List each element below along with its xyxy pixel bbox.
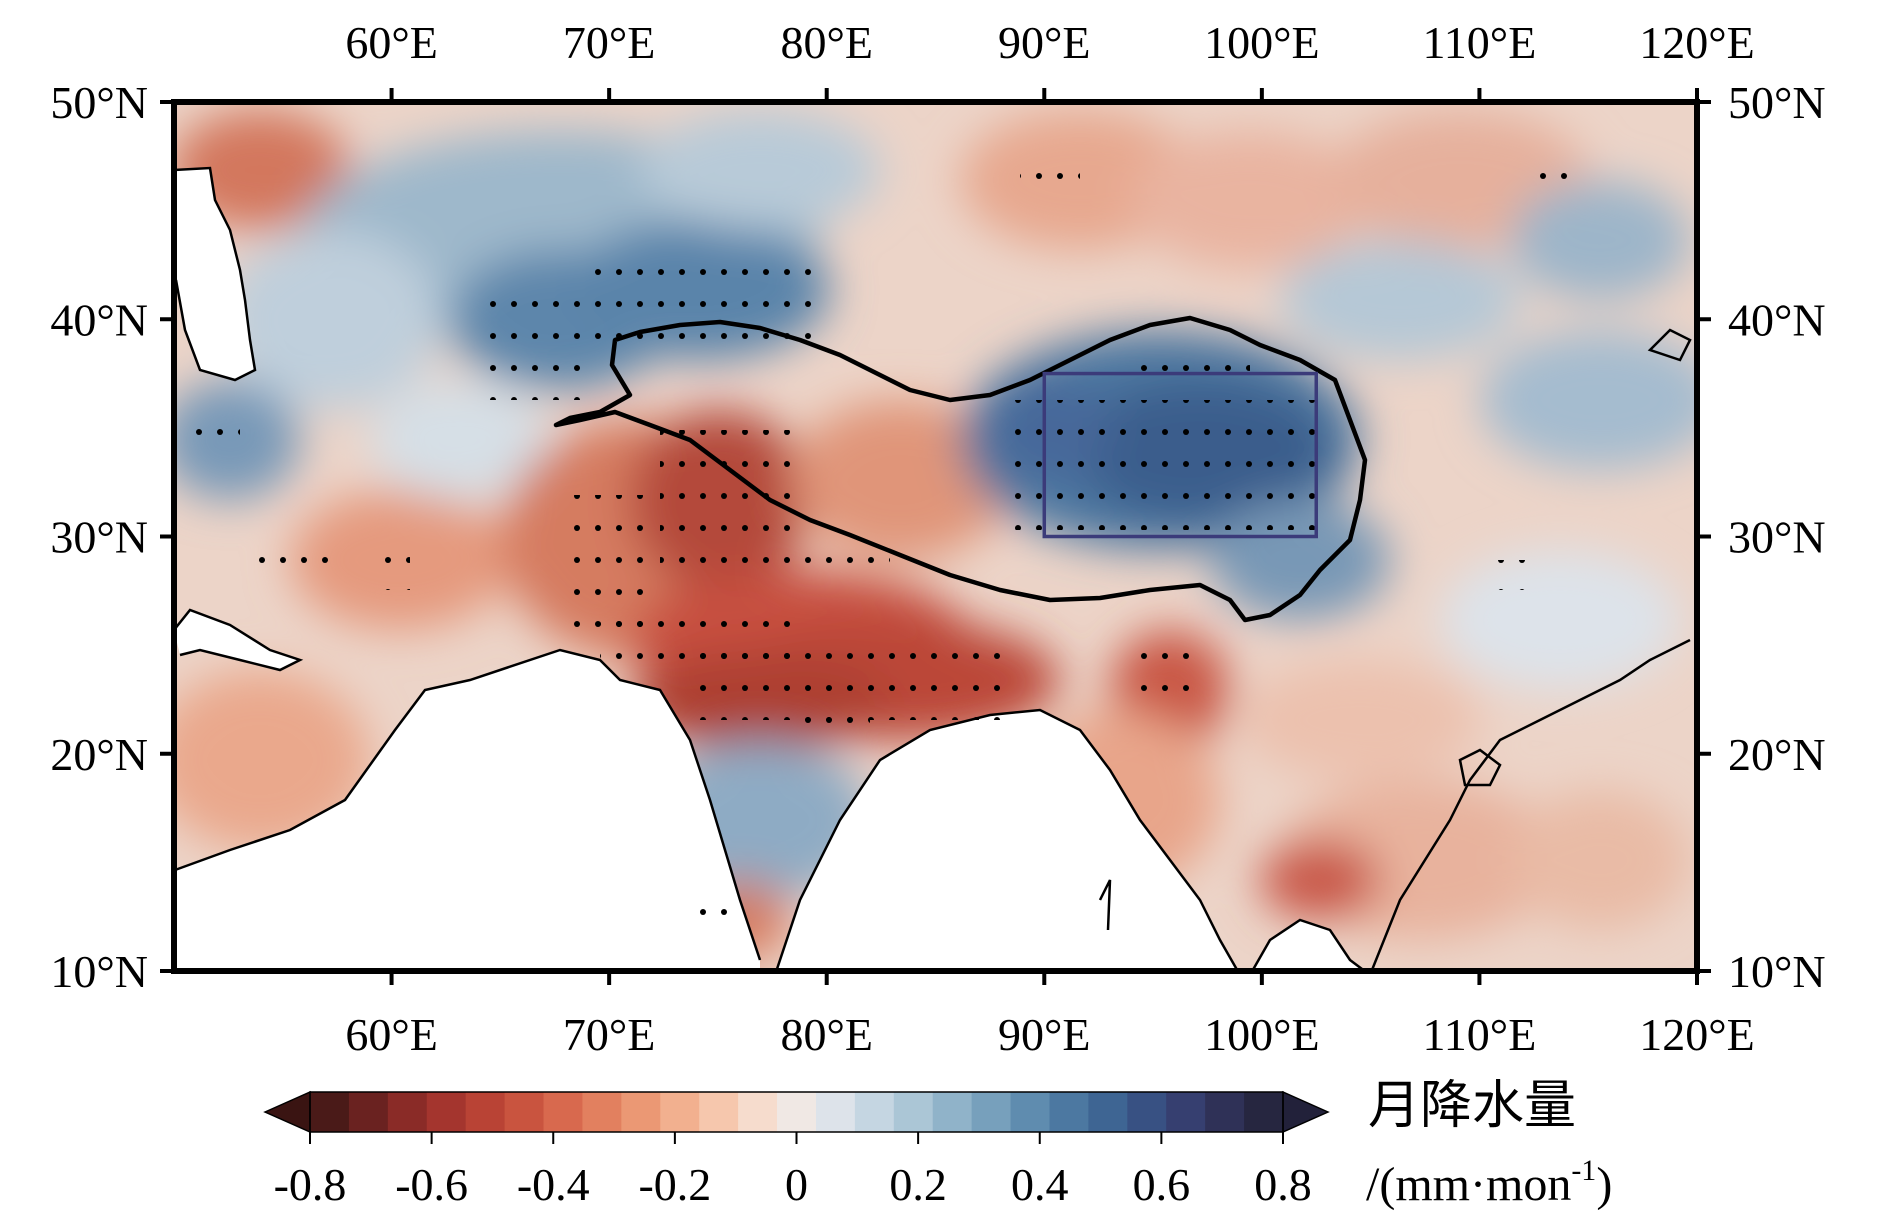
colorbar-cell xyxy=(777,1092,817,1132)
lon-label-bottom: 110°E xyxy=(1423,1009,1537,1060)
bay-of-bengal-ocean xyxy=(776,710,1238,971)
lon-label-bottom: 120°E xyxy=(1639,1009,1755,1060)
colorbar-unit-suffix: ) xyxy=(1596,1158,1612,1211)
lon-label-bottom: 90°E xyxy=(998,1009,1091,1060)
colorbar-title: 月降水量 xyxy=(1368,1076,1576,1136)
lon-label-bottom: 80°E xyxy=(780,1009,873,1060)
colorbar-cells xyxy=(310,1092,1284,1132)
study-region-box xyxy=(1042,371,1319,539)
colorbar-cell xyxy=(582,1092,622,1132)
lon-label-top: 80°E xyxy=(780,17,873,68)
colorbar-tick-label: 0.6 xyxy=(1133,1159,1191,1210)
colorbar-cell xyxy=(465,1092,506,1132)
colorbar-tick-label: -0.8 xyxy=(274,1159,347,1210)
colorbar-cell xyxy=(543,1092,584,1132)
colorbar-cell xyxy=(387,1092,428,1132)
map-panel xyxy=(171,99,1700,974)
colorbar-unit: /(mm·mon-1) xyxy=(1366,1154,1612,1211)
colorbar-cell xyxy=(504,1092,545,1132)
lon-label-top: 90°E xyxy=(998,17,1091,68)
colorbar-extend-low xyxy=(263,1090,311,1134)
lat-label-left: 30°N xyxy=(50,512,148,563)
colorbar-cell xyxy=(815,1092,856,1132)
lat-label-right: 50°N xyxy=(1728,77,1826,128)
colorbar-tick-label: 0.8 xyxy=(1254,1159,1312,1210)
colorbar-cell xyxy=(621,1092,661,1132)
caspian-sea xyxy=(174,168,255,380)
lon-label-top: 60°E xyxy=(345,17,438,68)
lat-label-right: 20°N xyxy=(1728,729,1826,780)
colorbar-cell xyxy=(1088,1092,1128,1132)
lat-label-left: 10°N xyxy=(50,946,148,997)
gulf-of-thailand-ocean xyxy=(1252,920,1365,971)
colorbar-unit-prefix: /(mm·mon xyxy=(1366,1158,1571,1211)
lon-label-top: 110°E xyxy=(1423,17,1537,68)
significance-stippling xyxy=(190,150,1570,935)
coastlines xyxy=(174,166,1692,971)
colorbar-tick-label: 0.4 xyxy=(1011,1159,1069,1210)
persian-gulf xyxy=(174,610,300,670)
tibetan-plateau-outline xyxy=(553,315,1368,623)
lon-label-bottom: 70°E xyxy=(563,1009,656,1060)
colorbar-cell xyxy=(348,1092,389,1132)
colorbar-extend-high xyxy=(1282,1090,1330,1134)
colorbar-cell xyxy=(1049,1092,1089,1132)
lat-label-left: 40°N xyxy=(50,294,148,345)
colorbar-cell xyxy=(699,1092,739,1132)
lon-label-top: 100°E xyxy=(1204,17,1320,68)
colorbar-cell xyxy=(1166,1092,1206,1132)
lon-label-bottom: 60°E xyxy=(345,1009,438,1060)
colorbar-cell xyxy=(1205,1092,1245,1132)
lon-label-top: 120°E xyxy=(1639,17,1755,68)
colorbar-tick-label: 0.2 xyxy=(889,1159,947,1210)
colorbar-cell xyxy=(738,1092,778,1132)
colorbar-ticks: -0.8 -0.6 -0.4 -0.2 0 0.2 0.4 0.6 0.8 xyxy=(274,1132,1312,1210)
axis-ticks xyxy=(160,88,1711,985)
arabian-sea-ocean xyxy=(174,650,760,971)
precipitation-field xyxy=(174,110,1697,971)
lat-label-right: 30°N xyxy=(1728,512,1826,563)
colorbar-cell xyxy=(893,1092,934,1132)
colorbar-tick-label: -0.4 xyxy=(517,1159,590,1210)
lon-label-top: 70°E xyxy=(563,17,656,68)
colorbar-unit-superscript: -1 xyxy=(1571,1154,1596,1187)
colorbar-cell xyxy=(1244,1092,1284,1132)
colorbar-cell xyxy=(426,1092,467,1132)
colorbar-tick-label: -0.6 xyxy=(395,1159,468,1210)
lon-label-bottom: 100°E xyxy=(1204,1009,1320,1060)
colorbar-cell xyxy=(1010,1092,1051,1132)
lat-label-right: 40°N xyxy=(1728,294,1826,345)
colorbar-cell xyxy=(1127,1092,1167,1132)
colorbar-cell xyxy=(310,1092,350,1132)
colorbar-cell xyxy=(660,1092,700,1132)
colorbar-cell xyxy=(932,1092,973,1132)
lat-label-left: 20°N xyxy=(50,729,148,780)
colorbar-cell xyxy=(971,1092,1012,1132)
lat-label-left: 50°N xyxy=(50,77,148,128)
axis-tick-labels: 60°E 60°E 70°E 70°E 80°E 80°E 90°E 90°E 100°E 100… xyxy=(50,17,1825,1060)
colorbar: -0.8 -0.6 -0.4 -0.2 0 0.2 0.4 0.6 0.8 月降水量 /(mm·… xyxy=(263,1076,1612,1211)
colorbar-tick-label: 0 xyxy=(785,1159,808,1210)
colorbar-tick-label: -0.2 xyxy=(638,1159,711,1210)
colorbar-cell xyxy=(854,1092,895,1132)
lat-label-right: 10°N xyxy=(1728,946,1826,997)
